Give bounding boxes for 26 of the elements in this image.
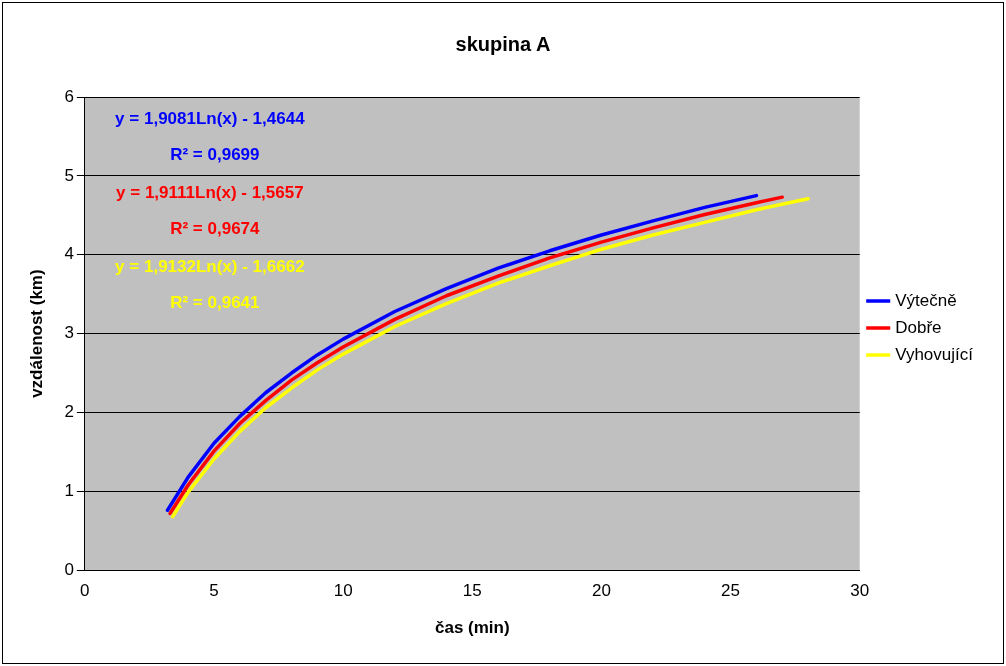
- y-tick-label: 1: [64, 481, 74, 501]
- y-tick-label: 4: [64, 244, 74, 264]
- annotation: y = 1,9111Ln(x) - 1,5657: [116, 182, 304, 202]
- y-tick-label: 0: [64, 559, 74, 579]
- y-axis-title: vzdálenost (km): [26, 269, 46, 398]
- annotation: y = 1,9132Ln(x) - 1,6662: [115, 256, 305, 276]
- x-tick-label: 10: [333, 581, 353, 601]
- x-tick-label: 25: [721, 581, 741, 601]
- x-tick-label: 5: [209, 581, 219, 601]
- annotation: y = 1,9081Ln(x) - 1,4644: [115, 108, 306, 128]
- x-tick-label: 30: [850, 581, 870, 601]
- chart-title: skupina A: [455, 32, 551, 55]
- y-tick-label: 2: [64, 402, 74, 422]
- annotation: R² = 0,9641: [170, 292, 260, 312]
- y-tick-label: 5: [64, 165, 74, 185]
- legend-label: Výtečně: [895, 290, 957, 310]
- legend-label: Vyhovující: [895, 344, 974, 364]
- legend-label: Dobře: [895, 317, 942, 337]
- y-tick-label: 6: [64, 86, 74, 106]
- annotation: R² = 0,9674: [170, 218, 261, 238]
- x-tick-label: 20: [591, 581, 611, 601]
- x-tick-label: 15: [462, 581, 482, 601]
- y-tick-label: 3: [64, 323, 74, 343]
- x-axis-title: čas (min): [434, 618, 510, 638]
- annotation: R² = 0,9699: [170, 144, 260, 164]
- x-tick-label: 0: [80, 581, 90, 601]
